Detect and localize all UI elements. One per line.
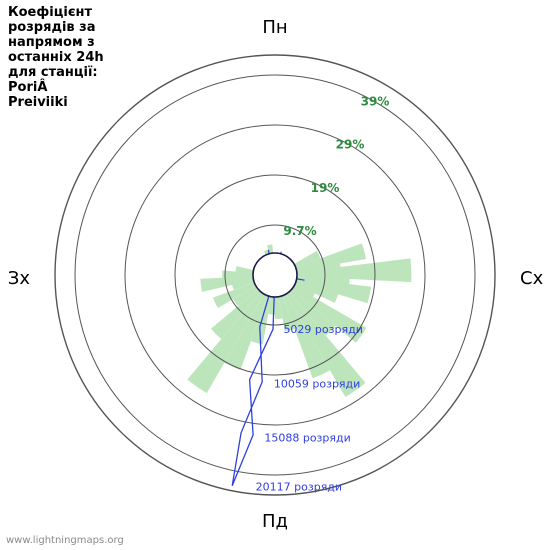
ring-label: 39% (361, 94, 390, 108)
strike-count-label: 20117 розряди (256, 481, 342, 494)
source-label: www.lightningmaps.org (6, 535, 124, 546)
ring-label: 9.7% (283, 224, 316, 238)
strike-count-label: 10059 розряди (274, 377, 360, 390)
chart-title: Коефіцієнт розрядів за напрямом з останн… (8, 6, 104, 111)
compass-label-north: Пн (262, 17, 287, 38)
compass-label-west: Зх (8, 268, 31, 289)
ring-label: 19% (311, 181, 340, 195)
strike-count-label: 5029 розряди (283, 323, 362, 336)
polar-chart-container: Коефіцієнт розрядів за напрямом з останн… (0, 0, 550, 550)
compass-label-east: Сх (520, 268, 544, 289)
hub (253, 253, 297, 297)
strike-count-label: 15088 розряди (264, 431, 350, 444)
ring-label: 29% (336, 138, 365, 152)
compass-label-south: Пд (262, 511, 288, 532)
